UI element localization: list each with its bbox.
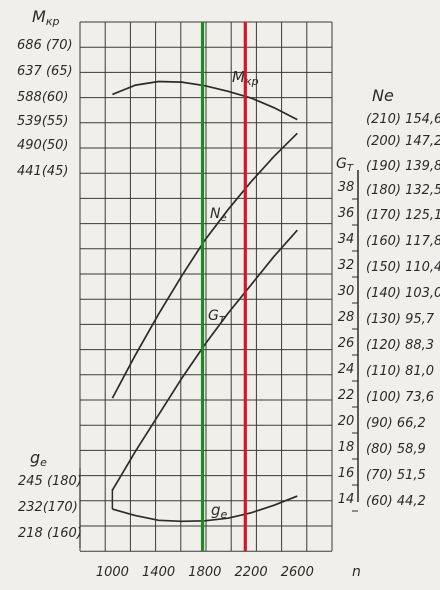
- chart-grid: [79, 21, 333, 552]
- x-axis-title: n: [352, 564, 361, 580]
- gt-tick-label: 30: [338, 284, 355, 299]
- ne-tick-label: (170) 125,1: [366, 208, 440, 223]
- gt-axis-title: GT: [336, 156, 354, 174]
- ne-tick-label: (140) 103,0: [366, 286, 440, 301]
- ne-axis-title: Ne: [372, 86, 394, 105]
- curve-label-ne: Ne: [210, 206, 227, 224]
- gt-tick-label: 28: [338, 310, 355, 325]
- gt-tick-label: 16: [338, 466, 355, 481]
- ne-tick-label: (130) 95,7: [366, 312, 435, 327]
- mkr-tick-label: 637 (65): [17, 64, 73, 79]
- ne-tick-label: (100) 73,6: [366, 390, 434, 405]
- ge-tick-label: 218 (160): [18, 526, 82, 541]
- gt-tick-label: 32: [338, 258, 355, 273]
- ne-tick-label: (80) 58,9: [366, 442, 426, 457]
- ne-tick-label: (160) 117,8: [366, 234, 440, 249]
- curve-label-mkr: Mкр: [232, 68, 259, 88]
- ne-tick-label: (200) 147,2: [366, 134, 440, 149]
- ne-tick-label: (210) 154,6: [366, 112, 440, 127]
- x-tick-label: 1000: [96, 565, 129, 580]
- ge-axis-title: ge: [30, 448, 47, 469]
- x-tick-label: 1800: [188, 565, 221, 580]
- curve-mkr: [112, 80, 298, 121]
- ne-tick-label: (60) 44,2: [366, 494, 426, 509]
- ne-tick-label: (90) 66,2: [366, 416, 426, 431]
- ne-tick-label: (190) 139,8: [366, 159, 440, 174]
- ge-tick-label: 245 (180): [18, 474, 82, 489]
- ne-tick-label: (120) 88,3: [366, 338, 434, 353]
- gt-tick-label: 34: [338, 232, 355, 247]
- ne-tick-label: (180) 132,5: [366, 183, 440, 198]
- ge-tick-label: 232(170): [18, 500, 78, 515]
- mkr-tick-label: 686 (70): [17, 38, 73, 53]
- axis-labels: Mкр 686 (70) 637 (65) 588(60) 539(55) 490(50)…: [17, 7, 440, 580]
- ne-tick-label: (110) 81,0: [366, 364, 434, 379]
- gt-tick-label: 38: [338, 180, 355, 195]
- mkr-axis-title: Mкр: [32, 7, 59, 28]
- gt-tick-label: 24: [338, 362, 355, 377]
- curve-label-ge: ge: [211, 501, 228, 521]
- marker-lines: [200, 22, 247, 551]
- x-tick-label: 2600: [281, 565, 314, 580]
- curve-ne: [111, 132, 298, 399]
- x-tick-label: 1400: [142, 565, 175, 580]
- gt-tick-label: 26: [338, 336, 355, 351]
- gt-tick-label: 14: [338, 492, 355, 507]
- ne-tick-label: (150) 110,4: [366, 260, 440, 275]
- curve-gt: [111, 229, 298, 491]
- curves-layer: Mкр Ne GT ge: [111, 68, 298, 523]
- mkr-tick-label: 588(60): [17, 90, 69, 105]
- gt-tick-label: 20: [338, 414, 355, 429]
- mkr-tick-label: 490(50): [17, 138, 69, 153]
- x-tick-label: 2200: [235, 565, 268, 580]
- gt-tick-label: 18: [338, 440, 355, 455]
- curve-ge: [112, 495, 298, 523]
- gt-tick-label: 22: [338, 388, 355, 403]
- mkr-tick-label: 441(45): [17, 164, 69, 179]
- ne-tick-label: (70) 51,5: [366, 468, 426, 483]
- gt-tick-label: 36: [338, 206, 355, 221]
- curve-label-gt: GT: [208, 308, 226, 326]
- mkr-tick-label: 539(55): [17, 114, 69, 129]
